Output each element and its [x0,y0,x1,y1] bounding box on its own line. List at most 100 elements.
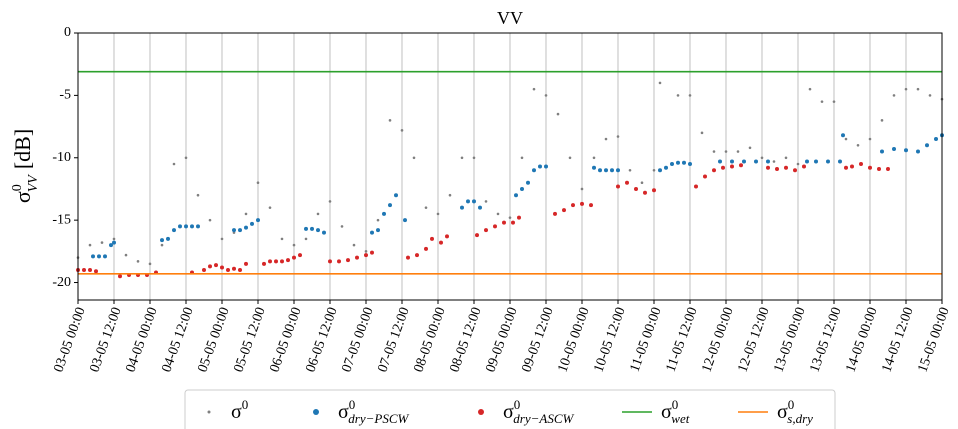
legend-symbol: σ [338,401,349,423]
data-point [658,81,662,85]
data-point [754,159,758,164]
data-point [604,168,608,173]
data-point [604,137,608,141]
data-point [514,193,518,198]
plot-frame [77,32,943,301]
data-point [370,230,374,235]
data-point [166,236,170,241]
data-point [808,87,812,91]
data-point [772,160,776,163]
data-point [493,224,497,229]
data-point [220,265,224,270]
data-point [445,234,449,239]
data-point [766,165,770,170]
x-tick-label: 13-05 12:00 [807,305,844,374]
data-point [886,166,890,171]
data-point [703,174,707,179]
data-point [370,250,374,255]
data-point [337,259,341,264]
data-point [328,200,332,203]
data-point [472,156,476,160]
data-point [532,168,536,173]
data-point [841,133,845,138]
x-tick-label: 13-05 00:00 [771,305,808,374]
data-point [256,181,260,185]
data-point [304,226,308,231]
data-point [934,137,938,142]
data-point [316,212,320,216]
data-point [88,243,92,247]
y-label-unit: [dB] [10,129,35,169]
data-point [388,203,392,208]
data-point [484,200,488,203]
data-point [244,225,248,230]
data-point [856,143,860,147]
data-point [460,156,464,160]
legend-symbol: σ [661,401,672,423]
data-point [775,166,779,171]
data-point [553,211,557,216]
data-point [184,156,188,160]
data-point [148,262,152,266]
y-tick-label: -20 [52,275,71,290]
x-tick-label: 06-05 12:00 [303,305,340,374]
x-tick-label: 11-05 00:00 [628,305,665,374]
data-point [298,253,302,258]
data-point [925,143,929,148]
data-point [802,164,806,169]
data-point [643,190,647,195]
data-point [700,131,704,135]
x-tick-label: 05-05 00:00 [195,305,232,374]
y-label-sup: 0 [10,184,25,191]
data-point [484,228,488,233]
data-point [415,253,419,258]
data-point [877,166,881,171]
data-point [268,259,272,264]
data-point [250,221,254,226]
data-point [103,254,107,259]
x-tick-label: 12-05 00:00 [699,305,736,374]
data-point [712,150,716,153]
x-tick-label: 08-05 12:00 [447,305,484,374]
data-point [256,218,260,223]
data-point [892,147,896,152]
y-label-sub: VV [26,174,41,193]
data-point [82,268,86,273]
data-point [616,135,620,138]
data-point [814,159,818,164]
legend-sub: dry−PSCW [348,411,409,426]
data-point [928,94,932,97]
legend-sub: dry−ASCW [513,411,574,426]
data-point [124,253,128,257]
legend-sup: 0 [242,397,249,412]
data-point [460,205,464,210]
data-point [100,241,104,244]
data-point [268,206,272,209]
data-point [592,156,596,160]
data-point [793,168,797,173]
data-point [322,230,326,235]
data-point [280,259,284,264]
x-tick-label: 04-05 12:00 [159,305,196,374]
legend-symbol: σ [777,401,788,423]
data-point [190,224,194,229]
data-point [238,228,242,233]
y-axis-label: σ0VV [dB] [10,129,41,203]
x-tick-label: 07-05 12:00 [375,305,412,374]
data-point [388,119,392,122]
x-tick-label: 14-05 00:00 [843,305,880,374]
x-tick-label: 12-05 12:00 [735,305,772,374]
data-point [784,165,788,170]
data-point [400,129,404,132]
data-point [916,149,920,154]
data-point [640,181,644,185]
data-point [466,199,470,204]
data-point [376,228,380,233]
data-point [880,119,884,122]
data-point [610,168,614,173]
data-point [868,137,872,141]
x-tick-label: 06-05 00:00 [267,305,304,374]
data-point [382,211,386,216]
x-tick-label: 15-05 00:00 [915,305,952,374]
